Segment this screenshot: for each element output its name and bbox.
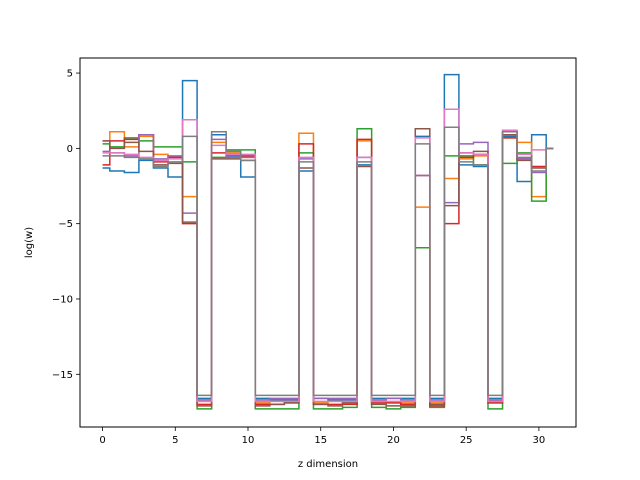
y-tick-label: −5 <box>58 219 73 230</box>
x-tick-label: 10 <box>242 435 255 446</box>
y-axis-label: log(w) <box>24 227 35 258</box>
series-line-5 <box>102 131 554 401</box>
x-tick-label: 0 <box>99 435 105 446</box>
y-tick-label: 5 <box>67 69 73 80</box>
series-line-7 <box>102 108 554 403</box>
plot-frame <box>79 57 577 428</box>
series-line-4 <box>102 134 554 407</box>
y-ticks: 5 0 −5 −10 −15 <box>52 69 80 381</box>
x-ticks: 0 5 10 15 20 25 30 <box>99 427 545 446</box>
x-tick-label: 15 <box>314 435 327 446</box>
series-line-6 <box>102 128 554 407</box>
x-tick-label: 20 <box>387 435 400 446</box>
x-axis-label: z dimension <box>298 459 358 470</box>
y-tick-label: −10 <box>52 294 73 305</box>
series-line-8 <box>102 126 554 397</box>
series-layer <box>102 73 554 410</box>
series-line-2 <box>102 131 554 404</box>
y-tick-label: −15 <box>52 370 73 381</box>
series-line-1 <box>102 73 554 401</box>
x-tick-label: 25 <box>460 435 473 446</box>
x-tick-label: 5 <box>172 435 178 446</box>
x-tick-label: 30 <box>533 435 546 446</box>
y-tick-label: 0 <box>67 144 73 155</box>
series-line-3 <box>102 128 554 410</box>
